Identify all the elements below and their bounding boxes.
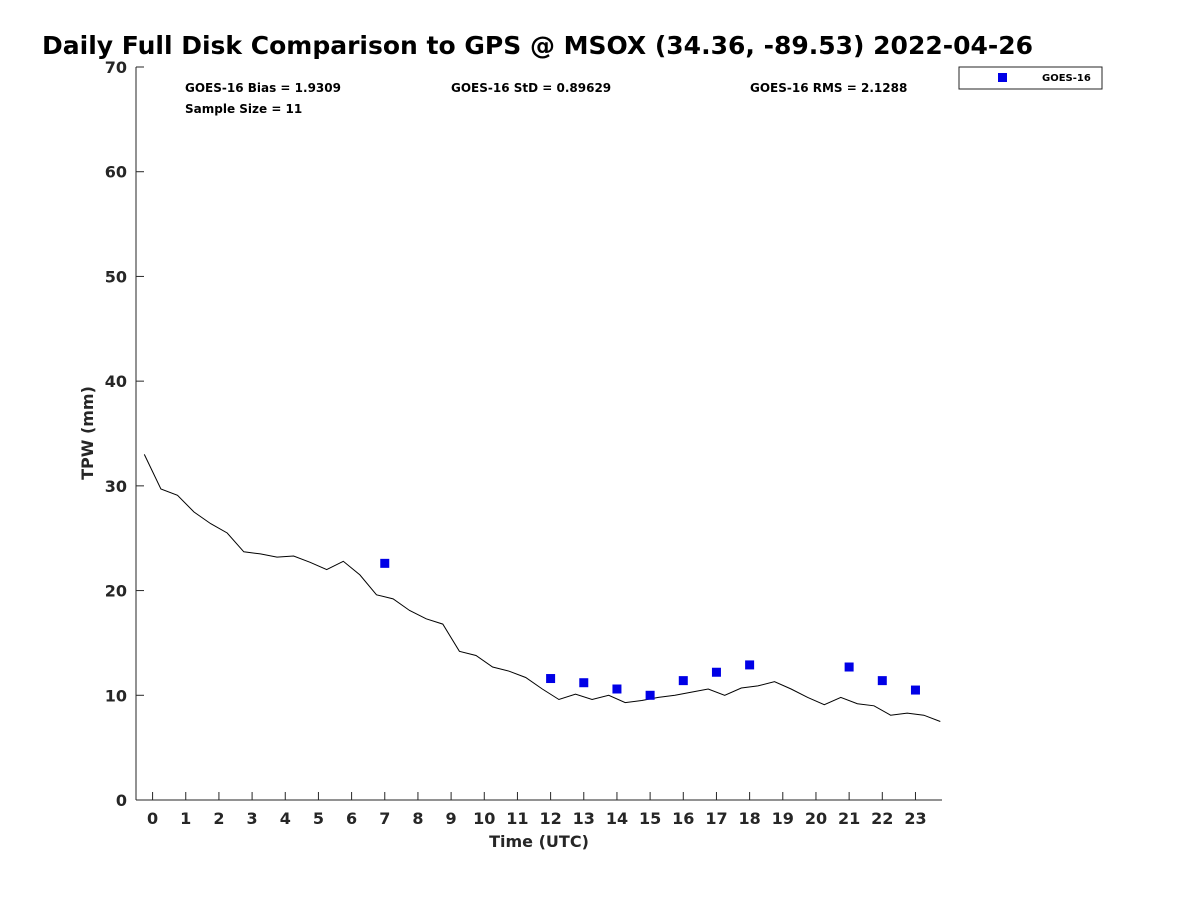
x-tick-label: 22 bbox=[871, 809, 893, 828]
x-tick-label: 0 bbox=[147, 809, 158, 828]
x-tick-label: 13 bbox=[573, 809, 595, 828]
x-tick-label: 11 bbox=[506, 809, 528, 828]
legend-swatch-goes16 bbox=[998, 73, 1007, 82]
x-tick-label: 19 bbox=[772, 809, 794, 828]
goes16-point bbox=[612, 684, 622, 694]
x-tick-label: 18 bbox=[738, 809, 760, 828]
x-tick-label: 12 bbox=[539, 809, 561, 828]
x-ticks: 0 1 2 3 4 5 6 7 8 9 10 11 12 13 14 15 16 17 18 19 20 21 22 23 bbox=[147, 792, 927, 828]
x-tick-label: 14 bbox=[606, 809, 628, 828]
x-tick-label: 4 bbox=[280, 809, 291, 828]
y-axis-label: TPW (mm) bbox=[78, 386, 97, 480]
x-tick-label: 3 bbox=[247, 809, 258, 828]
bias-stat: GOES-16 Bias = 1.9309 bbox=[185, 81, 341, 95]
legend: GOES-16 bbox=[958, 66, 1103, 90]
plot-background bbox=[136, 67, 942, 800]
x-tick-label: 5 bbox=[313, 809, 324, 828]
x-tick-label: 9 bbox=[446, 809, 457, 828]
sample-size-stat: Sample Size = 11 bbox=[185, 102, 302, 116]
x-tick-label: 21 bbox=[838, 809, 860, 828]
y-tick-label: 0 bbox=[116, 791, 127, 810]
x-tick-label: 2 bbox=[213, 809, 224, 828]
x-tick-label: 10 bbox=[473, 809, 495, 828]
goes16-point bbox=[579, 678, 589, 688]
y-tick-label: 70 bbox=[105, 58, 127, 77]
rms-stat: GOES-16 RMS = 2.1288 bbox=[750, 81, 907, 95]
x-axis-label: Time (UTC) bbox=[489, 832, 589, 851]
y-tick-label: 30 bbox=[105, 477, 127, 496]
gps-tpw-line bbox=[143, 454, 941, 722]
chart-title: Daily Full Disk Comparison to GPS @ MSOX… bbox=[42, 31, 1033, 60]
y-tick-label: 20 bbox=[105, 582, 127, 601]
x-tick-label: 20 bbox=[805, 809, 827, 828]
x-tick-label: 15 bbox=[639, 809, 661, 828]
legend-label-goes16: GOES-16 bbox=[1042, 73, 1091, 84]
x-tick-label: 16 bbox=[672, 809, 694, 828]
x-tick-label: 17 bbox=[705, 809, 727, 828]
x-tick-label: 8 bbox=[412, 809, 423, 828]
plot-area bbox=[136, 67, 942, 800]
goes16-point bbox=[745, 660, 755, 670]
y-tick-label: 10 bbox=[105, 686, 127, 705]
goes16-point bbox=[711, 667, 721, 677]
y-tick-label: 40 bbox=[105, 372, 127, 391]
y-tick-label: 60 bbox=[105, 163, 127, 182]
legend-box bbox=[958, 66, 1103, 90]
std-stat: GOES-16 StD = 0.89629 bbox=[451, 81, 611, 95]
goes16-point bbox=[380, 558, 390, 568]
gps-line-layer bbox=[143, 454, 941, 722]
x-tick-label: 23 bbox=[904, 809, 926, 828]
goes16-point bbox=[678, 676, 688, 686]
goes16-point bbox=[546, 674, 556, 684]
goes16-point bbox=[844, 662, 854, 672]
goes16-point bbox=[877, 676, 887, 686]
x-tick-label: 7 bbox=[379, 809, 390, 828]
axes bbox=[135, 67, 942, 801]
goes16-point bbox=[910, 685, 920, 695]
y-tick-label: 50 bbox=[105, 267, 127, 286]
x-tick-label: 1 bbox=[180, 809, 191, 828]
goes16-marker-layer bbox=[380, 558, 920, 700]
x-tick-label: 6 bbox=[346, 809, 357, 828]
y-ticks: 0 10 20 30 40 50 60 70 bbox=[105, 58, 144, 810]
goes16-point bbox=[645, 690, 655, 700]
